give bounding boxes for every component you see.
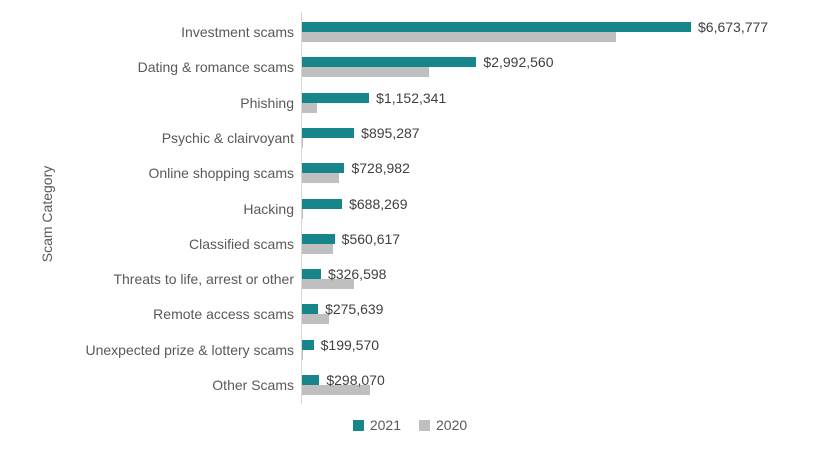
legend-item-2021: 2021 — [352, 417, 401, 433]
value-label: $275,639 — [325, 301, 384, 318]
category-label: Online shopping scams — [148, 165, 294, 182]
value-label: $560,617 — [341, 230, 401, 247]
value-label: $895,287 — [361, 124, 420, 141]
category-label: Psychic & clairvoyant — [161, 129, 294, 146]
value-label: $298,070 — [326, 372, 385, 388]
bar-2021 — [302, 127, 355, 138]
value-label: $326,598 — [328, 266, 387, 283]
value-label: $199,570 — [320, 336, 380, 353]
bar-2020 — [302, 67, 429, 78]
bar-2020 — [302, 208, 304, 219]
category-label: Unexpected prize & lottery scams — [85, 341, 294, 358]
bar-2021 — [302, 375, 320, 385]
plot-area: $6,673,777 $2,992,560 $1,152,341 $895,287 $7… — [302, 14, 820, 406]
legend-swatch-2020 — [419, 419, 430, 431]
bar-2021 — [302, 269, 322, 280]
category-label: Remote access scams — [153, 306, 294, 323]
bar-2021 — [302, 57, 477, 68]
bar-2020 — [302, 137, 304, 148]
bar-2021 — [302, 92, 370, 103]
category-label: Investment scams — [181, 24, 294, 40]
value-label: $6,673,777 — [698, 19, 769, 35]
legend-swatch-2021 — [352, 419, 364, 431]
bar-2020 — [302, 173, 339, 184]
value-label: $688,269 — [349, 195, 408, 212]
bar-2020 — [302, 349, 304, 360]
value-label: $1,152,341 — [376, 89, 447, 106]
value-label: $2,992,560 — [483, 54, 554, 71]
bar-2020 — [302, 279, 355, 290]
category-label: Other Scams — [212, 377, 294, 393]
bar-2020 — [302, 32, 617, 42]
bar-2021 — [302, 339, 314, 350]
category-label: Threats to life, arrest or other — [113, 271, 294, 288]
category-label: Hacking — [243, 200, 294, 217]
legend-item-2020: 2020 — [419, 417, 467, 433]
bar-2020 — [302, 314, 329, 325]
category-label: Phishing — [240, 94, 294, 111]
bar-2020 — [302, 243, 334, 254]
bar-2020 — [302, 385, 371, 395]
category-axis-labels: Investment scams Dating & romance scams Ph… — [0, 14, 294, 406]
legend: 2021 2020 — [0, 417, 820, 433]
bar-2021 — [302, 233, 335, 244]
bar-2021 — [302, 304, 319, 315]
value-label: $728,982 — [351, 160, 410, 177]
y-axis-line — [301, 12, 302, 404]
legend-label-2021: 2021 — [369, 417, 401, 433]
category-label: Classified scams — [188, 235, 294, 252]
bar-2021 — [302, 198, 343, 209]
bar-2021 — [302, 22, 691, 32]
category-label: Dating & romance scams — [137, 59, 294, 76]
legend-label-2020: 2020 — [436, 417, 468, 433]
bar-2021 — [302, 163, 345, 174]
bar-2020 — [302, 102, 317, 113]
